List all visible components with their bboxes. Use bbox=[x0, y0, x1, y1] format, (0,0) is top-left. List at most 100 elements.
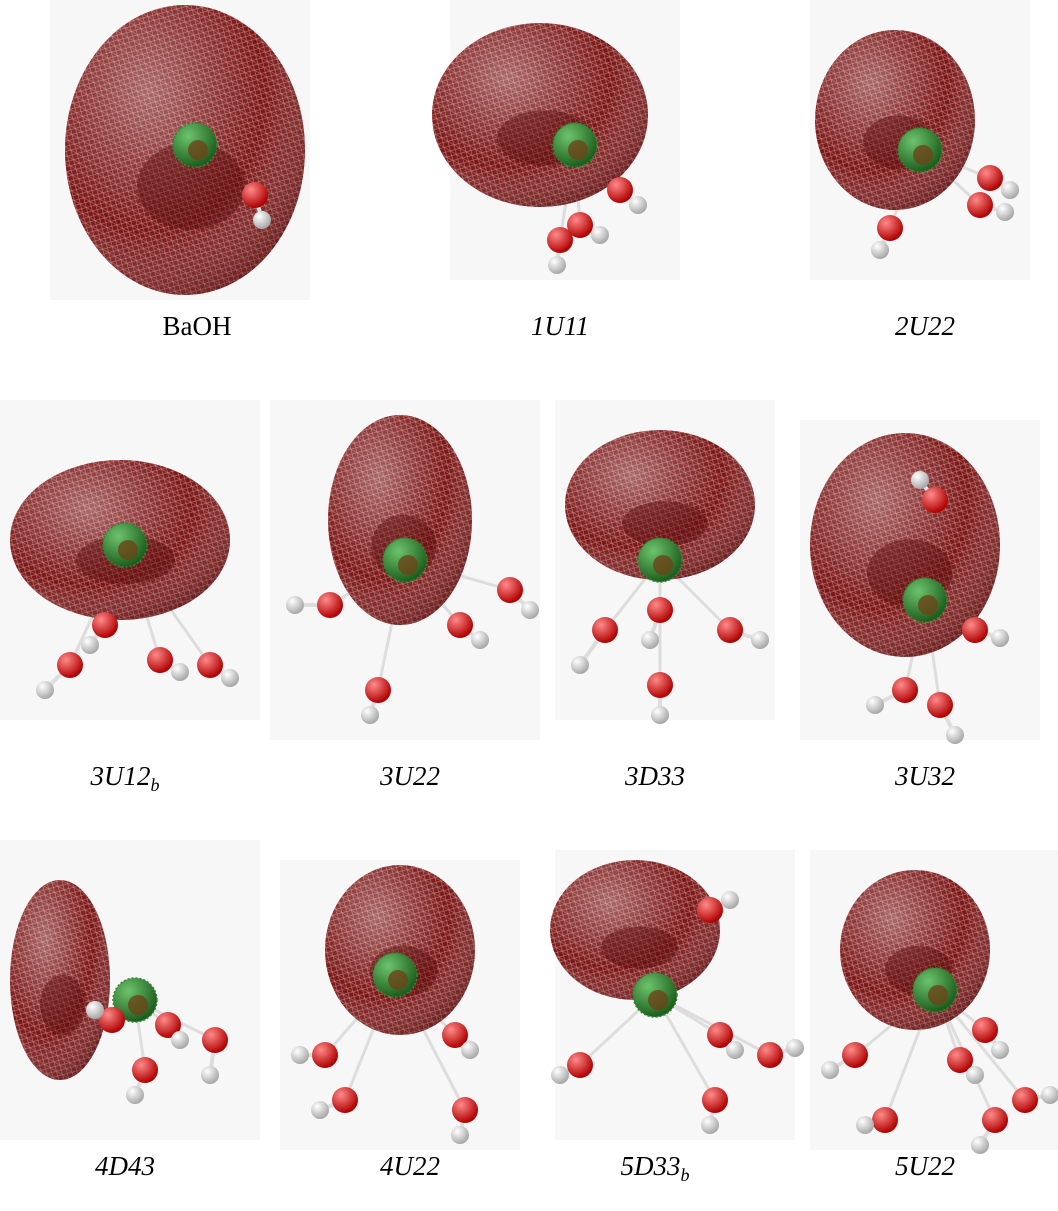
oxygen-atom bbox=[442, 1022, 468, 1048]
oxygen-atom bbox=[892, 677, 918, 703]
hydrogen-atom bbox=[871, 241, 889, 259]
hydrogen-atom bbox=[311, 1101, 329, 1119]
hydrogen-atom bbox=[641, 631, 659, 649]
orbital-shade bbox=[10, 880, 110, 1080]
barium-core bbox=[388, 970, 408, 990]
oxygen-atom bbox=[967, 192, 993, 218]
hydrogen-atom bbox=[786, 1039, 804, 1057]
hydrogen-atom bbox=[866, 696, 884, 714]
orbital-images bbox=[10, 5, 1058, 1154]
hydrogen-atom bbox=[471, 631, 489, 649]
orbital-inner bbox=[40, 975, 85, 1035]
hydrogen-atom bbox=[856, 1116, 874, 1134]
hydrogen-atom bbox=[126, 1086, 144, 1104]
oxygen-atom bbox=[697, 897, 723, 923]
barium-core bbox=[568, 140, 588, 160]
oxygen-atom bbox=[147, 647, 173, 673]
oxygen-atom bbox=[497, 577, 523, 603]
panel-label: 3U32 bbox=[894, 761, 955, 791]
panel-label: 1U11 bbox=[531, 311, 589, 341]
oxygen-atom bbox=[312, 1042, 338, 1068]
hydrogen-atom bbox=[751, 631, 769, 649]
oxygen-atom bbox=[1012, 1087, 1038, 1113]
oxygen-atom bbox=[982, 1107, 1008, 1133]
hydrogen-atom bbox=[966, 1066, 984, 1084]
orbital-inner bbox=[622, 501, 708, 547]
oxygen-atom bbox=[155, 1012, 181, 1038]
panel-label: 3U12b bbox=[90, 761, 160, 795]
hydrogen-atom bbox=[721, 891, 739, 909]
orbital-inner bbox=[601, 926, 678, 969]
hydrogen-atom bbox=[821, 1061, 839, 1079]
oxygen-atom bbox=[92, 612, 118, 638]
panel-label: 4D43 bbox=[95, 1151, 155, 1181]
orbital-inner bbox=[137, 142, 245, 230]
oxygen-atom bbox=[447, 612, 473, 638]
panel-label: 4U22 bbox=[380, 1151, 440, 1181]
hydrogen-atom bbox=[36, 681, 54, 699]
oxygen-atom bbox=[132, 1057, 158, 1083]
hydrogen-atom bbox=[171, 1031, 189, 1049]
panel-label: 5U22 bbox=[895, 1151, 955, 1181]
hydrogen-atom bbox=[991, 1041, 1009, 1059]
oxygen-atom bbox=[317, 592, 343, 618]
oxygen-atom bbox=[592, 617, 618, 643]
hydrogen-atom bbox=[651, 706, 669, 724]
orbital-shade bbox=[328, 415, 472, 625]
hydrogen-atom bbox=[286, 596, 304, 614]
hydrogen-atom bbox=[451, 1126, 469, 1144]
hydrogen-atom bbox=[971, 1136, 989, 1154]
hydrogen-atom bbox=[991, 629, 1009, 647]
panel-label: 5D33b bbox=[621, 1151, 690, 1185]
barium-core bbox=[188, 140, 208, 160]
hydrogen-atom bbox=[361, 706, 379, 724]
barium-core bbox=[918, 595, 938, 615]
hydrogen-atom bbox=[86, 1001, 104, 1019]
hydrogen-atom bbox=[911, 471, 929, 489]
hydrogen-atom bbox=[171, 663, 189, 681]
oxygen-atom bbox=[927, 692, 953, 718]
oxygen-atom bbox=[962, 617, 988, 643]
oxygen-atom bbox=[922, 487, 948, 513]
oxygen-atom bbox=[757, 1042, 783, 1068]
oxygen-atom bbox=[647, 672, 673, 698]
hydrogen-atom bbox=[1041, 1086, 1058, 1104]
oxygen-atom bbox=[607, 177, 633, 203]
oxygen-atom bbox=[202, 1027, 228, 1053]
hydrogen-atom bbox=[571, 656, 589, 674]
oxygen-atom bbox=[702, 1087, 728, 1113]
hydrogen-atom bbox=[591, 226, 609, 244]
hydrogen-atom bbox=[81, 636, 99, 654]
oxygen-atom bbox=[947, 1047, 973, 1073]
panel-label: BaOH bbox=[163, 311, 232, 341]
barium-core bbox=[653, 555, 673, 575]
oxygen-atom bbox=[972, 1017, 998, 1043]
oxygen-atom bbox=[547, 227, 573, 253]
barium-core bbox=[928, 985, 948, 1005]
barium-core bbox=[398, 555, 418, 575]
oxygen-atom bbox=[647, 597, 673, 623]
oxygen-atom bbox=[365, 677, 391, 703]
barium-core bbox=[648, 990, 668, 1010]
oxygen-atom bbox=[842, 1042, 868, 1068]
oxygen-atom bbox=[707, 1022, 733, 1048]
oxygen-atom bbox=[872, 1107, 898, 1133]
oxygen-atom bbox=[197, 652, 223, 678]
panel-label: 3U22 bbox=[379, 761, 440, 791]
oxygen-atom bbox=[717, 617, 743, 643]
oxygen-atom bbox=[57, 652, 83, 678]
oxygen-atom bbox=[977, 165, 1003, 191]
orbital-shade bbox=[432, 23, 648, 207]
hydrogen-atom bbox=[946, 726, 964, 744]
oxygen-atom bbox=[567, 1052, 593, 1078]
orbital-shade bbox=[565, 430, 755, 580]
hydrogen-atom bbox=[201, 1066, 219, 1084]
hydrogen-atom bbox=[701, 1116, 719, 1134]
oxygen-atom bbox=[242, 182, 268, 208]
oxygen-atom bbox=[567, 212, 593, 238]
barium-core bbox=[913, 145, 933, 165]
hydrogen-atom bbox=[253, 211, 271, 229]
oxygen-atom bbox=[877, 215, 903, 241]
hydrogen-atom bbox=[521, 601, 539, 619]
